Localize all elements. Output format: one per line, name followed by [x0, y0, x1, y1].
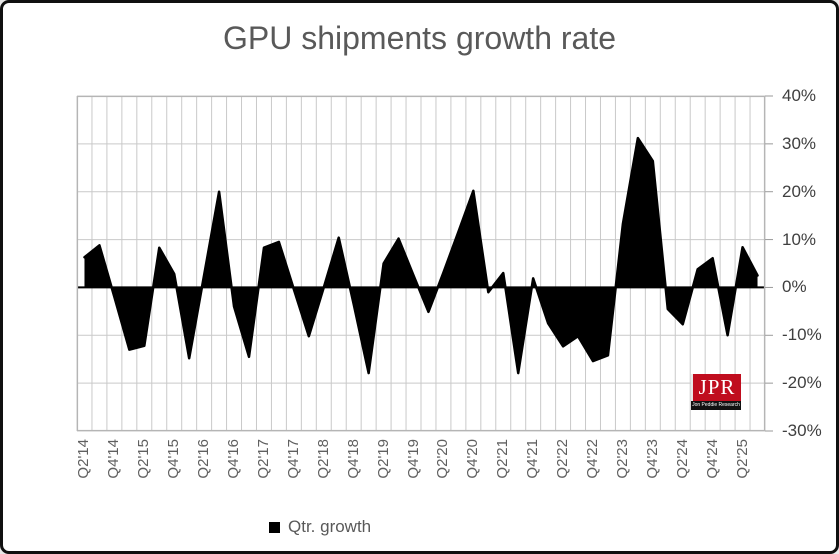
x-axis-label: Q4'15	[165, 439, 183, 479]
x-axis-label: Q4'22	[584, 439, 601, 479]
x-axis-label: Q4'16	[225, 439, 243, 479]
x-axis-label: Q2'22	[554, 439, 572, 479]
chart-title: GPU shipments growth rate	[222, 20, 617, 56]
x-axis-label: Q4'20	[464, 439, 482, 479]
x-axis-label: Q2'14	[75, 439, 93, 479]
x-axis-label: Q4'14	[105, 439, 123, 479]
y-axis-label: 40%	[782, 86, 817, 105]
x-axis-label: Q4'21	[524, 439, 542, 479]
x-axis-label: Q4'18	[344, 439, 362, 479]
x-axis-label: Q2'15	[135, 439, 153, 479]
legend: Qtr. growth	[269, 517, 371, 537]
x-axis-label: Q4'17	[284, 439, 302, 479]
jpr-logo-fullname: Jon Peddie Research	[691, 401, 741, 410]
x-axis-label: Q4'23	[643, 439, 661, 479]
x-axis-label: Q2'18	[314, 439, 332, 479]
growth-line	[83, 136, 759, 375]
y-axis-label: -10%	[782, 325, 822, 345]
jpr-logo: JPR Jon Peddie Research	[691, 374, 741, 410]
y-axis-label: 0%	[782, 277, 807, 297]
y-axis-label: -20%	[782, 373, 822, 393]
x-axis-label: Q2'21	[494, 439, 512, 479]
legend-swatch-icon	[269, 521, 280, 533]
x-axis-label: Q2'19	[374, 439, 392, 479]
x-axis-label: Q4'24	[703, 439, 721, 479]
plot-area	[76, 95, 773, 432]
growth-area-chart	[76, 95, 773, 432]
y-axis-label: 30%	[782, 133, 817, 153]
y-axis-label: 20%	[782, 181, 817, 201]
x-axis-label: Q2'24	[673, 439, 691, 479]
x-axis-label: Q2'23	[613, 439, 631, 479]
y-axis-label: -30%	[782, 421, 822, 440]
x-axis-label: Q2'20	[434, 439, 452, 479]
y-axis-label: 10%	[782, 229, 817, 249]
x-axis-label: Q2'16	[195, 439, 213, 479]
jpr-logo-abbr: JPR	[691, 374, 741, 401]
growth-area	[84, 138, 758, 374]
x-axis-label: Q2'25	[733, 439, 751, 479]
legend-label: Qtr. growth	[288, 517, 372, 536]
x-axis-label: Q2'17	[254, 439, 272, 479]
x-axis-label: Q4'19	[404, 439, 422, 479]
